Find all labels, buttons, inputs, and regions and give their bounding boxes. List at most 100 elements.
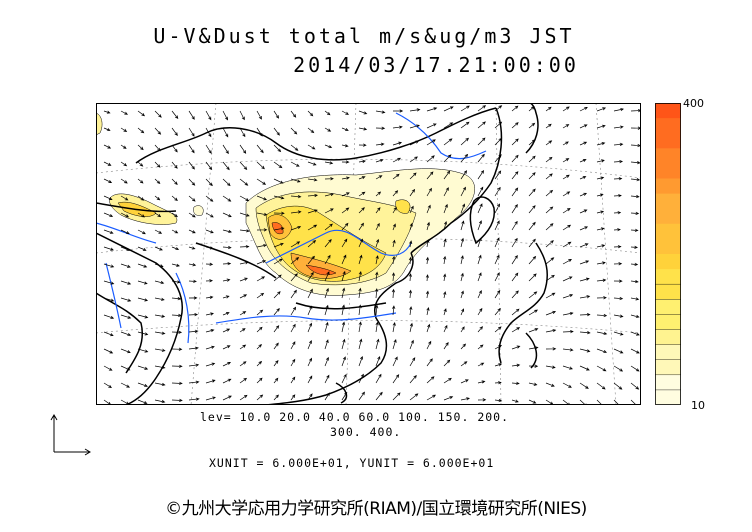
wind-arrow xyxy=(409,357,416,367)
wind-arrow xyxy=(239,311,247,316)
wind-arrow xyxy=(477,398,487,402)
colorbar-segment xyxy=(655,374,681,391)
wind-arrow xyxy=(528,221,536,231)
wind-arrow xyxy=(273,211,285,215)
wind-arrow xyxy=(341,160,350,164)
wind-arrow xyxy=(511,204,518,214)
wind-arrow xyxy=(103,161,112,166)
copyright-credit: ©九州大学応用力学研究所(RIAM)/国立環境研究所(NIES) xyxy=(165,499,587,519)
wind-arrow xyxy=(528,364,539,368)
wind-arrow xyxy=(392,206,397,214)
wind-arrow xyxy=(341,110,349,115)
wind-arrow xyxy=(171,127,178,136)
wind-arrow xyxy=(392,392,401,401)
wind-arrow xyxy=(562,106,570,112)
wind-arrow xyxy=(545,257,555,265)
wind-arrow xyxy=(222,144,229,155)
wind-arrow xyxy=(256,212,268,216)
wind-arrow xyxy=(358,222,364,231)
wind-arrow xyxy=(460,137,469,146)
wind-arrow xyxy=(273,144,282,153)
wind-arrow xyxy=(205,110,212,121)
wind-arrow xyxy=(545,156,553,163)
wind-arrow xyxy=(392,125,403,129)
wind-arrow xyxy=(103,331,114,337)
wind-arrow xyxy=(222,195,232,202)
wind-arrow xyxy=(528,328,539,333)
wind-arrow xyxy=(408,256,413,265)
wind-arrow xyxy=(426,239,430,248)
colorbar-segment xyxy=(655,133,681,149)
wind-arrow xyxy=(222,262,232,266)
rivers xyxy=(96,112,487,344)
wind-arrow xyxy=(171,364,183,368)
wind-arrow xyxy=(630,178,641,182)
wind-arrow xyxy=(358,271,362,282)
wind-arrow xyxy=(239,245,250,249)
wind-arrow xyxy=(443,396,454,401)
wind-arrow xyxy=(477,203,483,214)
wind-arrow xyxy=(256,178,267,185)
wind-arrow xyxy=(426,323,431,333)
wind-arrow xyxy=(596,348,608,354)
wind-arrow xyxy=(613,142,624,147)
wind-arrow xyxy=(171,398,183,403)
wind-arrow xyxy=(137,110,146,117)
wind-arrow xyxy=(511,105,519,112)
wind-arrow xyxy=(171,178,178,185)
wind-arrow xyxy=(120,229,130,235)
wind-arrow xyxy=(579,277,590,282)
colorbar-segment xyxy=(655,148,681,164)
wind-arrow xyxy=(222,110,228,121)
wind-arrow xyxy=(392,356,398,367)
wind-arrow xyxy=(358,207,365,214)
contour-levels-line1: lev= 10.0 20.0 40.0 60.0 100. 150. 200. xyxy=(200,410,510,424)
wind-arrow xyxy=(579,348,591,353)
wind-arrow xyxy=(545,140,553,146)
wind-arrow xyxy=(613,314,624,318)
wind-arrow xyxy=(307,288,313,299)
wind-arrow xyxy=(562,241,572,248)
wind-arrow xyxy=(375,238,380,248)
wind-arrow xyxy=(596,278,607,282)
wind-arrow xyxy=(188,229,196,234)
wind-arrow xyxy=(392,157,402,163)
wind-arrow xyxy=(409,156,418,163)
wind-arrow xyxy=(154,161,161,168)
wind-arrow xyxy=(528,122,536,129)
wind-arrow xyxy=(477,186,484,197)
wind-arrow xyxy=(426,306,430,316)
wind-arrow xyxy=(408,289,413,299)
wind-arrow xyxy=(409,240,413,248)
wind-arrow xyxy=(222,127,229,138)
wind-arrow xyxy=(409,124,420,129)
wind-arrow xyxy=(408,273,412,282)
wind-arrow xyxy=(341,254,347,265)
wind-arrow xyxy=(511,399,519,403)
wind-arrow xyxy=(154,382,166,387)
wind-arrow xyxy=(222,378,232,384)
wind-arrow xyxy=(324,271,330,282)
wind-arrow xyxy=(290,127,298,135)
wind-arrow xyxy=(443,238,447,248)
wind-arrow xyxy=(290,394,296,401)
wind-arrow xyxy=(409,172,417,180)
wind-arrow xyxy=(154,195,161,201)
wind-arrow xyxy=(137,144,144,151)
wind-arrow xyxy=(511,272,519,282)
wind-arrow xyxy=(188,279,197,283)
wind-arrow xyxy=(273,377,279,384)
wind-arrow xyxy=(256,344,262,350)
wind-arrow xyxy=(188,212,196,218)
wind-arrow xyxy=(341,176,350,180)
wind-arrow xyxy=(171,263,180,267)
wind-arrow xyxy=(188,246,196,250)
wind-arrow xyxy=(324,287,329,299)
wind-arrow xyxy=(239,178,249,186)
wind-arrow xyxy=(137,280,148,285)
wind-arrow xyxy=(443,273,447,282)
wind-arrow xyxy=(596,193,604,197)
wind-arrow xyxy=(426,204,431,214)
wind-arrow xyxy=(341,356,346,367)
wind-arrow xyxy=(528,172,536,180)
